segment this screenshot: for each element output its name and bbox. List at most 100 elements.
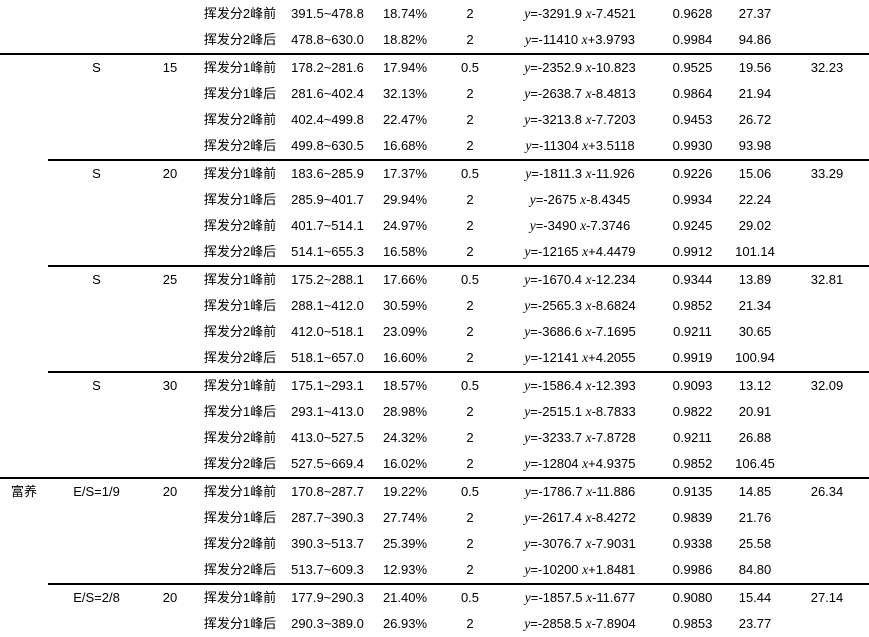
cell-sample-condition (48, 293, 145, 319)
cell-atmosphere-group (0, 584, 48, 611)
cell-mass-loss-percent: 16.58% (370, 239, 440, 267)
table-row: 挥发分1峰后 285.9~401.7 29.94% 2 y=-2675 x-8.4345… (0, 187, 869, 213)
cell-r-squared: 0.9628 (672, 6, 713, 21)
cell-temperature-range: 412.0~518.1 (291, 324, 364, 339)
cell-mass-loss-percent: 17.94% (382, 60, 428, 75)
cell-activation-energy: 29.02 (738, 218, 772, 233)
cell-r-squared: 0.9912 (660, 239, 725, 267)
cell-fitted-equation: y=-12804 x+4.9375 (500, 451, 660, 479)
cell-average-activation-energy (785, 239, 869, 267)
cell-activation-energy: 15.06 (738, 166, 772, 181)
cell-mass-loss-percent: 30.59% (382, 298, 428, 313)
cell-mass-loss-percent: 17.37% (382, 166, 428, 181)
cell-r-squared: 0.9525 (672, 60, 713, 75)
cell-activation-energy: 13.89 (738, 272, 772, 287)
cell-reaction-order: 2 (466, 324, 474, 339)
cell-fitted-equation: y=-3490 x-7.3746 (529, 218, 631, 233)
cell-mass-loss-percent: 16.02% (370, 451, 440, 479)
cell-activation-energy: 94.86 (725, 27, 785, 55)
cell-r-squared: 0.9984 (660, 27, 725, 55)
cell-rate-value (145, 345, 195, 373)
cell-fitted-equation: y=-1857.5 x-11.677 (524, 590, 636, 605)
cell-temperature-range: 478.8~630.0 (285, 27, 370, 55)
cell-sample-condition: S (92, 272, 101, 287)
cell-average-activation-energy (785, 213, 869, 239)
cell-reaction-order: 2 (466, 192, 474, 207)
table-row: 挥发分2峰后 514.1~655.3 16.58% 2 y=-12165 x+4.447… (0, 239, 869, 267)
cell-temperature-range: 391.5~478.8 (291, 6, 364, 21)
cell-atmosphere-group (0, 81, 48, 107)
cell-r-squared: 0.9852 (660, 451, 725, 479)
cell-mass-loss-percent: 24.97% (382, 218, 428, 233)
cell-mass-loss-percent: 18.74% (382, 6, 428, 21)
cell-r-squared: 0.9839 (672, 510, 713, 525)
cell-r-squared: 0.9853 (672, 616, 713, 631)
table-row: 挥发分2峰后 527.5~669.4 16.02% 2 y=-12804 x+4.937… (0, 451, 869, 479)
table-row: 挥发分2峰前 391.5~478.8 18.74% 2 y=-3291.9 x-7.45… (0, 1, 869, 27)
cell-activation-energy: 30.65 (738, 324, 772, 339)
cell-volatile-stage: 挥发分2峰后 (195, 239, 285, 267)
cell-reaction-order: 2 (466, 536, 474, 551)
cell-mass-loss-percent: 16.68% (370, 133, 440, 161)
cell-sample-condition (48, 239, 145, 267)
cell-temperature-range: 287.7~390.3 (291, 510, 364, 525)
cell-volatile-stage: 挥发分1峰后 (203, 86, 277, 101)
cell-sample-condition (48, 451, 145, 479)
table-row: 挥发分1峰后 288.1~412.0 30.59% 2 y=-2565.3 x-8.68… (0, 293, 869, 319)
table-row: S 25 挥发分1峰前 175.2~288.1 17.66% 0.5 y=-1670.4 x… (0, 266, 869, 293)
cell-fitted-equation: y=-1811.3 x-11.926 (525, 166, 635, 181)
cell-reaction-order: 2 (466, 86, 474, 101)
cell-r-squared: 0.9093 (672, 378, 713, 393)
cell-reaction-order: 0.5 (460, 590, 480, 605)
cell-atmosphere-group (0, 319, 48, 345)
cell-sample-condition (48, 425, 145, 451)
cell-temperature-range: 499.8~630.5 (285, 133, 370, 161)
cell-volatile-stage: 挥发分1峰前 (203, 378, 277, 393)
cell-volatile-stage: 挥发分1峰前 (203, 272, 277, 287)
cell-atmosphere-group: 富养 (10, 484, 37, 499)
cell-r-squared: 0.9986 (660, 557, 725, 585)
cell-fitted-equation: y=-2675 x-8.4345 (529, 192, 631, 207)
cell-atmosphere-group (0, 160, 48, 187)
cell-average-activation-energy (785, 293, 869, 319)
cell-fitted-equation: y=-2515.1 x-8.7833 (524, 404, 636, 419)
cell-mass-loss-percent: 16.60% (370, 345, 440, 373)
cell-sample-condition: S (92, 166, 101, 181)
cell-atmosphere-group (0, 372, 48, 399)
cell-average-activation-energy (785, 27, 869, 55)
cell-sample-condition: E/S=2/8 (73, 590, 120, 605)
table-row: 挥发分1峰后 287.7~390.3 27.74% 2 y=-2617.4 x-8.42… (0, 505, 869, 531)
cell-activation-energy: 100.94 (725, 345, 785, 373)
cell-atmosphere-group (0, 1, 48, 27)
cell-fitted-equation: y=-3233.7 x-7.8728 (524, 430, 636, 445)
cell-atmosphere-group (0, 451, 48, 479)
cell-temperature-range: 514.1~655.3 (285, 239, 370, 267)
cell-r-squared: 0.9226 (672, 166, 713, 181)
cell-rate-value (145, 239, 195, 267)
cell-atmosphere-group (0, 611, 48, 637)
cell-volatile-stage: 挥发分2峰前 (203, 536, 277, 551)
cell-volatile-stage: 挥发分1峰前 (203, 484, 277, 499)
cell-average-activation-energy (785, 133, 869, 161)
cell-rate-value (145, 213, 195, 239)
cell-activation-energy: 21.76 (738, 510, 772, 525)
cell-activation-energy: 19.56 (738, 60, 772, 75)
cell-sample-condition (48, 187, 145, 213)
cell-r-squared: 0.9211 (673, 430, 712, 445)
cell-sample-condition: S (92, 378, 101, 393)
cell-average-activation-energy (785, 399, 869, 425)
cell-temperature-range: 293.1~413.0 (291, 404, 364, 419)
cell-reaction-order: 2 (466, 6, 474, 21)
cell-atmosphere-group (0, 133, 48, 160)
cell-rate-value: 20 (162, 590, 178, 605)
table-row: 挥发分1峰后 281.6~402.4 32.13% 2 y=-2638.7 x-8.48… (0, 81, 869, 107)
cell-mass-loss-percent: 12.93% (370, 557, 440, 585)
cell-activation-energy: 22.24 (738, 192, 772, 207)
cell-fitted-equation: y=-3076.7 x-7.9031 (524, 536, 636, 551)
cell-volatile-stage: 挥发分2峰前 (203, 430, 277, 445)
cell-atmosphere-group (0, 557, 48, 584)
table-row: 挥发分2峰前 402.4~499.8 22.47% 2 y=-3213.8 x-7.72… (0, 107, 869, 133)
table-row: 挥发分1峰后 293.1~413.0 28.98% 2 y=-2515.1 x-8.78… (0, 399, 869, 425)
cell-temperature-range: 285.9~401.7 (291, 192, 364, 207)
